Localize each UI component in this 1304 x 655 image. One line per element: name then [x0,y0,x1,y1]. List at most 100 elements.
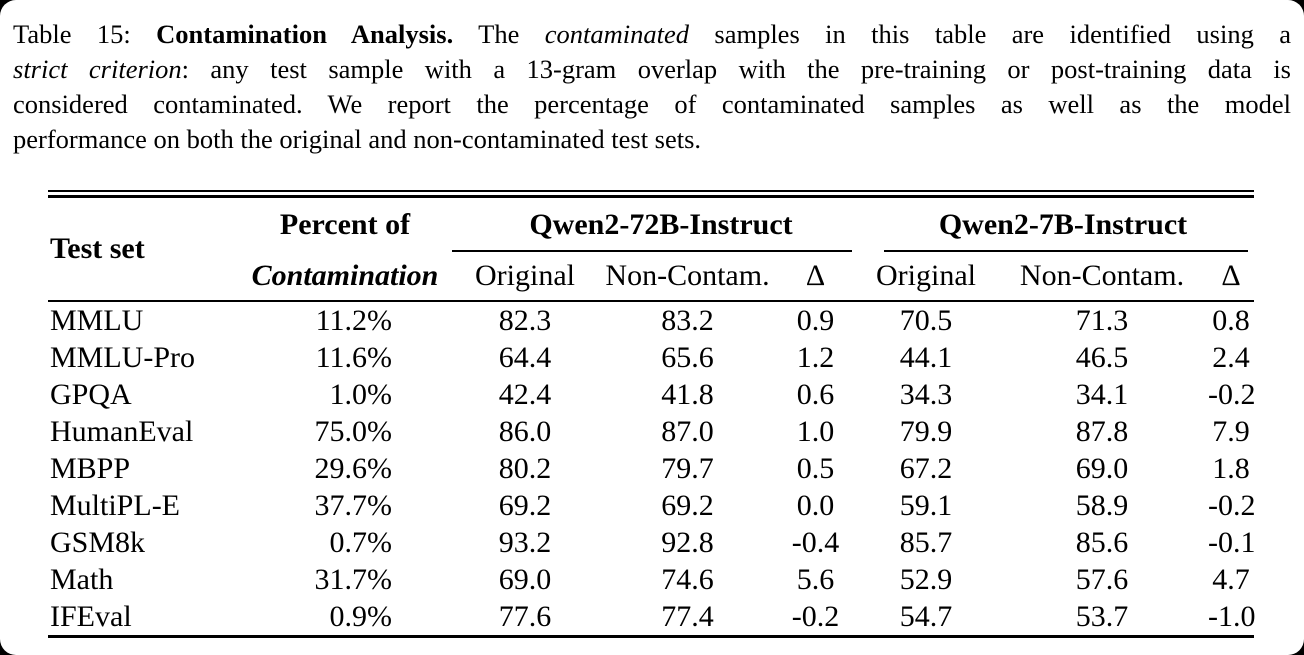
q72b-original-cell: 86.0 [498,415,552,448]
test-set-cell: GSM8k [50,526,146,559]
percent-contamination-cell: 0.9% [329,600,393,633]
test-set-cell: IFEval [50,600,132,633]
table-row: HumanEval 75.0% 86.0 87.0 1.0 79.9 87.8 7.9 [48,413,1254,450]
q72b-original-cell: 82.3 [498,304,552,337]
q72b-noncontam-cell: 79.7 [661,452,714,485]
caption-line: strict criterion: any test sample with a… [13,52,1291,87]
col-header-test-set: Test set [48,196,240,302]
col-header-delta-7b: Δ [1208,252,1254,302]
q7b-noncontam-cell: 87.8 [1075,415,1129,448]
test-set-cell: MMLU-Pro [50,341,196,374]
q7b-original-cell: 85.7 [899,526,953,559]
col-header-contamination: Contamination [240,252,450,302]
test-set-cell: Math [50,563,114,596]
col-group-label-72b: Qwen2-72B-Instruct [529,208,793,241]
q7b-original-cell: 70.5 [899,304,953,337]
q7b-noncontam-cell: 57.6 [1075,563,1129,596]
q72b-noncontam-cell: 87.0 [661,415,714,448]
q72b-original-cell: 69.0 [498,563,552,596]
q72b-noncontam-cell: 41.8 [661,378,714,411]
col-header-noncontam-7b: Non-Contam. [996,252,1208,302]
q7b-original-cell: 59.1 [899,489,953,522]
table-row: GPQA 1.0% 42.4 41.8 0.6 34.3 34.1 -0.2 [48,376,1256,413]
header-row-subcolumns: Contamination Original Non-Contam. Δ Ori… [48,252,1254,302]
q7b-original-cell: 79.9 [899,415,953,448]
table-top-rule: Test set Percent of Qwen2-72B-Instruct Q… [48,190,1256,638]
percent-contamination-cell: 1.0% [329,378,393,411]
table-row: MultiPL-E 37.7% 69.2 69.2 0.0 59.1 58.9 -0.2 [48,487,1256,524]
q72b-delta-cell: 0.9 [796,304,835,337]
percent-contamination-cell: 11.2% [315,304,392,337]
q7b-noncontam-cell: 53.7 [1075,600,1129,633]
q7b-delta-cell: 4.7 [1212,563,1250,596]
q72b-original-cell: 80.2 [498,452,552,485]
caption-segment: Table 15: [13,19,157,49]
table-row: MBPP 29.6% 80.2 79.7 0.5 67.2 69.0 1.8 [48,450,1254,487]
q7b-original-cell: 54.7 [899,600,953,633]
q7b-noncontam-cell: 34.1 [1075,378,1129,411]
test-set-cell: GPQA [50,378,132,411]
q72b-delta-cell: 0.6 [796,378,835,411]
caption-line: considered contaminated. We report the p… [13,87,1291,122]
q72b-noncontam-cell: 69.2 [661,489,714,522]
col-header-percent-of: Percent of [279,208,411,241]
caption-segment: contaminated [544,19,689,49]
q72b-original-cell: 77.6 [498,600,552,633]
cmidrule-7b [884,250,1248,252]
caption-segment: considered contaminated. We report the p… [13,89,1291,119]
q7b-noncontam-cell: 46.5 [1075,341,1129,374]
q7b-delta-cell: -0.1 [1208,526,1256,559]
q72b-delta-cell: 1.2 [796,341,835,374]
q7b-noncontam-cell: 71.3 [1075,304,1129,337]
col-group-qwen2-7b-instruct: Qwen2-7B-Instruct [856,197,1254,252]
q72b-noncontam-cell: 77.4 [661,600,714,633]
q7b-delta-cell: 2.4 [1212,341,1250,374]
q7b-delta-cell: 0.8 [1212,304,1250,337]
percent-contamination-cell: 31.7% [314,563,393,596]
table-row: MMLU-Pro 11.6% 64.4 65.6 1.2 44.1 46.5 2.4 [48,339,1254,376]
q7b-original-cell: 67.2 [899,452,953,485]
col-group-label-7b: Qwen2-7B-Instruct [938,208,1188,241]
col-header-original-72b: Original [450,252,600,302]
q7b-noncontam-cell: 85.6 [1075,526,1129,559]
q7b-delta-cell: -1.0 [1208,600,1256,633]
percent-contamination-cell: 0.7% [329,526,393,559]
table-row: GSM8k 0.7% 93.2 92.8 -0.4 85.7 85.6 -0.1 [48,524,1256,561]
table-row: MMLU 11.2% 82.3 83.2 0.9 70.5 71.3 0.8 [48,301,1254,339]
q7b-noncontam-cell: 69.0 [1075,452,1129,485]
q72b-noncontam-cell: 74.6 [661,563,714,596]
q72b-delta-cell: 0.0 [796,489,835,522]
q72b-original-cell: 93.2 [498,526,552,559]
test-set-cell: MultiPL-E [50,489,181,522]
percent-contamination-cell: 75.0% [314,415,393,448]
q72b-delta-cell: -0.4 [791,526,840,559]
q7b-original-cell: 52.9 [899,563,953,596]
col-header-noncontam-72b: Non-Contam. [600,252,775,302]
q7b-delta-cell: 7.9 [1212,415,1250,448]
q72b-original-cell: 64.4 [498,341,552,374]
test-set-cell: HumanEval [50,415,194,448]
percent-contamination-cell: 37.7% [314,489,393,522]
q7b-delta-cell: -0.2 [1208,378,1256,411]
caption-line: performance on both the original and non… [13,122,1291,157]
q7b-delta-cell: 1.8 [1212,452,1250,485]
q72b-delta-cell: 5.6 [796,563,835,596]
caption-segment: : any test sample with a 13-gram overlap… [181,54,1291,84]
col-group-qwen2-72b-instruct: Qwen2-72B-Instruct [450,197,856,252]
caption-segment: samples in this table are identified usi… [688,19,1291,49]
header-row-groups: Test set Percent of Qwen2-72B-Instruct Q… [48,196,1254,302]
caption-segment: The [453,19,545,49]
q72b-noncontam-cell: 92.8 [661,526,714,559]
percent-contamination-cell: 29.6% [314,452,393,485]
q72b-noncontam-cell: 83.2 [661,304,714,337]
q7b-original-cell: 44.1 [899,341,953,374]
caption-segment: Contamination Analysis. [156,19,454,49]
contamination-table: Test set Percent of Qwen2-72B-Instruct Q… [48,195,1256,638]
q72b-original-cell: 69.2 [498,489,552,522]
q72b-delta-cell: -0.2 [791,600,840,633]
table-row: Math 31.7% 69.0 74.6 5.6 52.9 57.6 4.7 [48,561,1254,598]
q72b-original-cell: 42.4 [498,378,552,411]
table-row: IFEval 0.9% 77.6 77.4 -0.2 54.7 53.7 -1.0 [48,598,1256,637]
caption-line: Table 15: Contamination Analysis. The co… [13,17,1291,52]
